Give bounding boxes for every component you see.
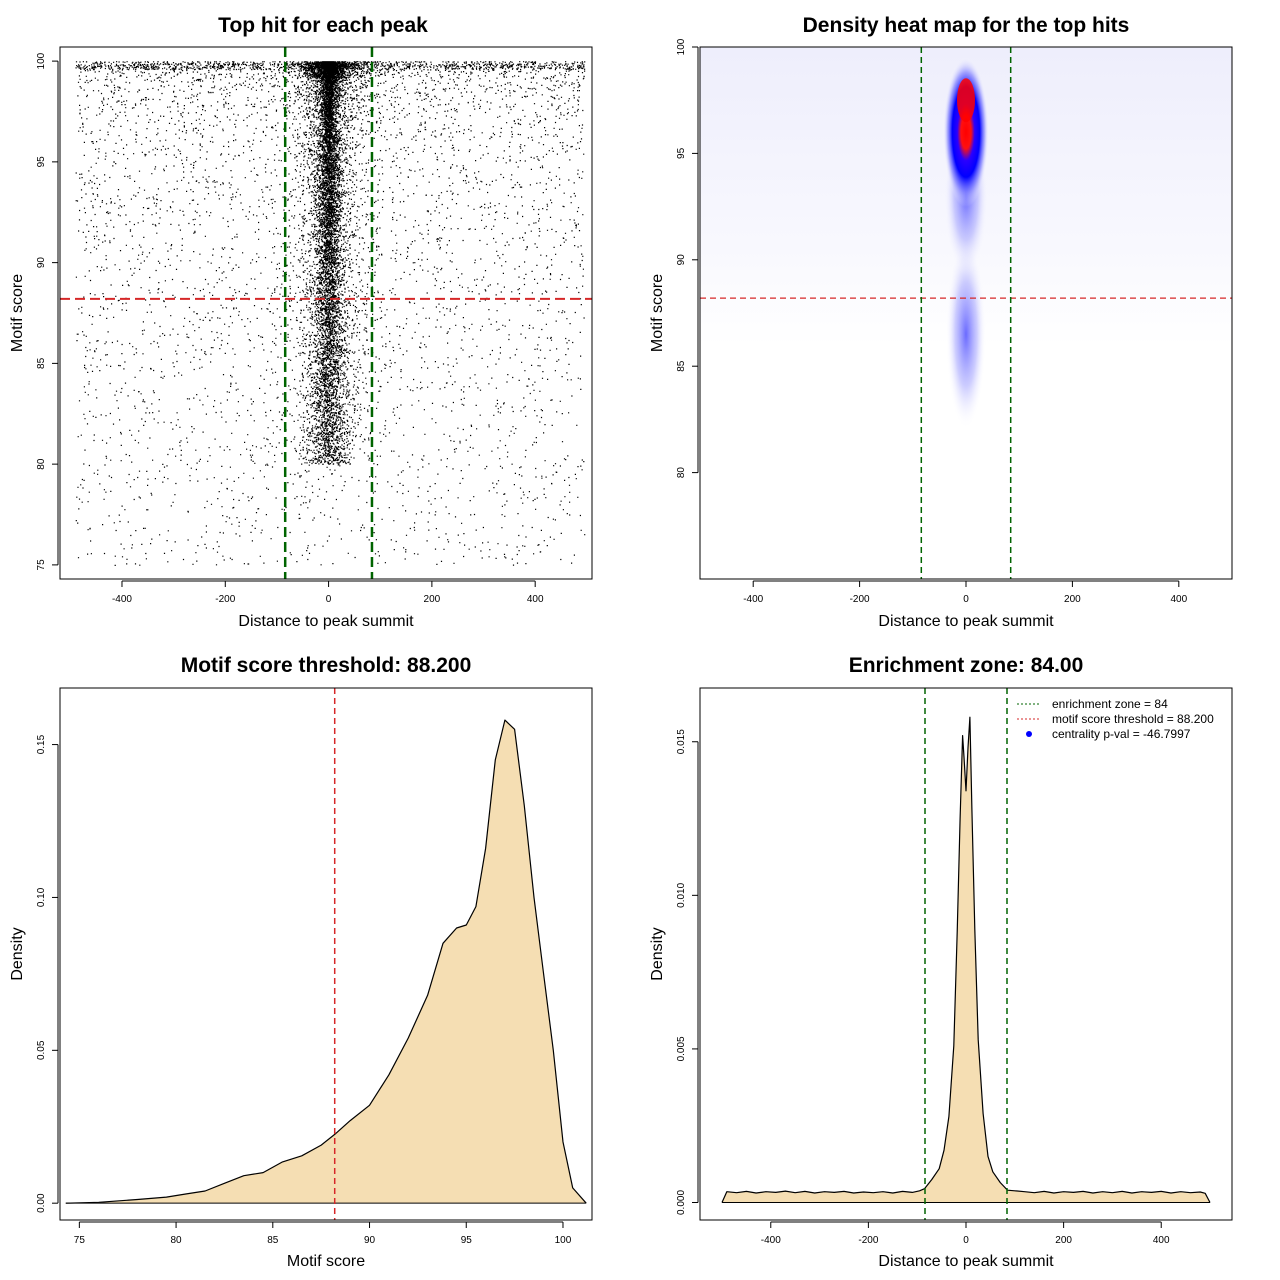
score-density-title: Motif score threshold: 88.200 xyxy=(181,654,472,677)
scatter-y-tick-label: 80 xyxy=(36,458,47,470)
heatmap-ylabel: Motif score xyxy=(649,274,666,352)
score-density-x-tick-label: 95 xyxy=(461,1235,473,1246)
legend: enrichment zone = 84 motif score thresho… xyxy=(1017,697,1214,741)
score-density-ylabel: Density xyxy=(9,927,26,980)
heatmap-density-tail xyxy=(946,239,986,430)
score-density-y-tick-label: 0.10 xyxy=(36,887,47,907)
heatmap-x-tick-label: -400 xyxy=(743,594,763,605)
scatter-y-tick-label: 100 xyxy=(36,52,47,69)
heatmap-x-tick-label: 400 xyxy=(1170,594,1187,605)
heatmap-panel: Density heat map for the top hits -400 -2… xyxy=(649,14,1233,630)
legend-centrality-label: centrality p-val = -46.7997 xyxy=(1052,727,1191,741)
distance-density-x-tick-label: 0 xyxy=(963,1235,969,1246)
scatter-y-tick-label: 90 xyxy=(36,257,47,269)
distance-density-x-tick-label: 200 xyxy=(1055,1235,1072,1246)
distance-density-y-tick-label: 0.010 xyxy=(676,882,687,907)
distance-density-axes: -400 -200 0 200 400 0.000 0.005 0.010 0.015 xyxy=(676,729,1170,1246)
distance-density-x-tick-label: 400 xyxy=(1153,1235,1170,1246)
legend-centrality-marker xyxy=(1026,731,1032,737)
scatter-x-tick-label: -200 xyxy=(215,594,235,605)
distance-density-y-tick-label: 0.015 xyxy=(676,729,687,754)
heatmap-y-tick-label: 90 xyxy=(676,254,687,266)
score-density-y-tick-label: 0.05 xyxy=(36,1040,47,1060)
heatmap-reference-lines xyxy=(700,47,1232,579)
heatmap-x-tick-label: 0 xyxy=(963,594,969,605)
score-density-x-tick-label: 100 xyxy=(555,1235,572,1246)
distance-density-x-tick-label: -200 xyxy=(858,1235,878,1246)
distance-density-y-tick-label: 0.005 xyxy=(676,1036,687,1061)
score-density-plot-box xyxy=(59,687,593,1221)
distance-density-xlabel: Distance to peak summit xyxy=(878,1253,1054,1270)
distance-density-ylabel: Density xyxy=(649,927,666,980)
score-density-x-tick-label: 75 xyxy=(74,1235,86,1246)
scatter-x-tick-label: -400 xyxy=(112,594,132,605)
score-density-axes: 75 80 85 90 95 100 0.00 0.05 0.10 0.15 xyxy=(36,734,572,1246)
heatmap-y-tick-label: 80 xyxy=(676,467,687,479)
scatter-y-tick-label: 75 xyxy=(36,559,47,571)
scatter-title: Top hit for each peak xyxy=(218,14,428,37)
score-density-area xyxy=(65,720,587,1204)
scatter-x-tick-label: 200 xyxy=(424,594,441,605)
score-density-xlabel: Motif score xyxy=(287,1253,365,1270)
heatmap-x-tick-label: -200 xyxy=(850,594,870,605)
heatmap-x-tick-label: 200 xyxy=(1064,594,1081,605)
scatter-reference-lines xyxy=(60,47,592,579)
legend-threshold-label: motif score threshold = 88.200 xyxy=(1052,712,1214,726)
score-density-x-tick-label: 85 xyxy=(267,1235,279,1246)
score-density-panel: Motif score threshold: 88.200 75 80 85 90 95… xyxy=(9,654,593,1270)
heatmap-xlabel: Distance to peak summit xyxy=(878,613,1054,630)
heatmap-axes: -400 -200 0 200 400 80 85 90 95 100 xyxy=(676,38,1188,605)
scatter-y-tick-label: 85 xyxy=(36,357,47,369)
distance-density-title: Enrichment zone: 84.00 xyxy=(849,654,1084,677)
score-density-body xyxy=(65,688,587,1220)
distance-density-area xyxy=(722,717,1210,1203)
heatmap-y-tick-label: 100 xyxy=(676,38,687,55)
heatmap-plot-box xyxy=(699,46,1233,580)
heatmap-density-core xyxy=(943,57,989,208)
distance-density-panel: Enrichment zone: 84.00 -400 -200 0 200 400 0.… xyxy=(649,654,1233,1270)
heatmap-density-peak xyxy=(957,78,975,123)
scatter-x-tick-label: 400 xyxy=(527,594,544,605)
scatter-ylabel: Motif score xyxy=(9,274,26,352)
scatter-x-tick-label: 0 xyxy=(326,594,332,605)
distance-density-curve xyxy=(721,716,1211,1203)
scatter-y-tick-label: 95 xyxy=(36,156,47,168)
distance-density-plot-box xyxy=(699,687,1233,1221)
score-density-y-tick-label: 0.15 xyxy=(36,734,47,754)
score-density-x-tick-label: 80 xyxy=(171,1235,183,1246)
score-density-x-tick-label: 90 xyxy=(364,1235,376,1246)
distance-density-x-tick-label: -400 xyxy=(761,1235,781,1246)
heatmap-title: Density heat map for the top hits xyxy=(803,14,1130,37)
scatter-point-cloud xyxy=(75,61,586,566)
legend-zone-label: enrichment zone = 84 xyxy=(1052,697,1168,711)
distance-density-y-tick-label: 0.000 xyxy=(676,1190,687,1215)
heatmap-y-tick-label: 95 xyxy=(676,147,687,159)
heatmap-y-tick-label: 85 xyxy=(676,360,687,372)
score-density-y-tick-label: 0.00 xyxy=(36,1193,47,1213)
scatter-axes: -400 -200 0 200 400 75 80 85 90 95 100 xyxy=(36,52,544,605)
distance-density-body xyxy=(721,688,1211,1220)
scatter-points xyxy=(75,61,586,566)
scatter-panel: Top hit for each peak -400 -200 0 200 400 75 8… xyxy=(9,14,593,630)
heatmap-body xyxy=(700,47,1232,446)
scatter-xlabel: Distance to peak summit xyxy=(238,613,414,630)
scatter-plot-box xyxy=(59,46,593,580)
score-density-curve xyxy=(65,719,587,1204)
